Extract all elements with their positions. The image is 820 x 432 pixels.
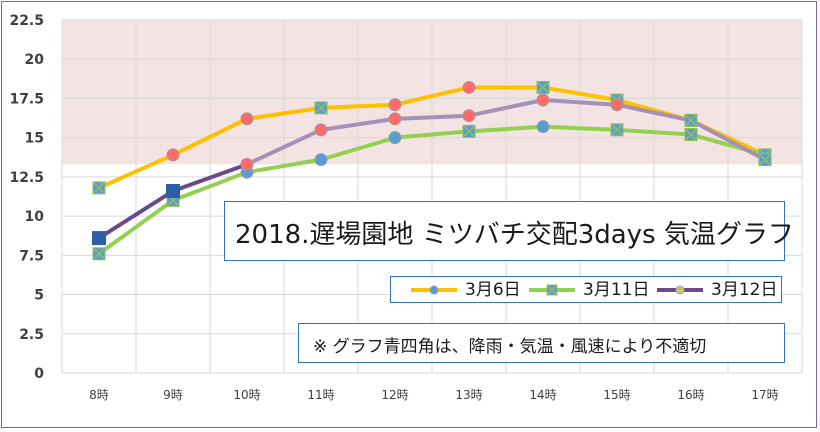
- series-line-2: [541, 98, 619, 107]
- x-tick-label: 15時: [603, 388, 630, 402]
- data-point-1: [462, 124, 476, 138]
- data-point-1: [388, 131, 402, 145]
- legend: 3月6日 3月11日 3月12日: [390, 276, 782, 303]
- data-point-2: [166, 184, 180, 199]
- series-line-1: [541, 124, 619, 132]
- data-point-1: [92, 247, 106, 261]
- series-line-2: [171, 162, 249, 194]
- data-point-1: [314, 153, 328, 167]
- data-point-0: [388, 98, 402, 112]
- data-point-0: [240, 112, 254, 126]
- legend-marker-dot: [429, 285, 439, 295]
- legend-marker-mar6: [411, 285, 457, 295]
- series-line-0: [541, 85, 619, 103]
- data-point-2: [240, 157, 254, 171]
- legend-marker-dot: [546, 284, 558, 296]
- x-tick-label: 13時: [455, 388, 482, 402]
- data-point-0: [462, 80, 476, 94]
- data-point-2: [462, 109, 476, 123]
- series-line-2: [97, 189, 175, 241]
- y-tick-label: 0: [34, 366, 44, 382]
- x-tick-label: 11時: [307, 388, 334, 402]
- y-tick-label: 12.5: [9, 170, 44, 186]
- series-line-1: [171, 170, 249, 203]
- y-tick-label: 20: [25, 52, 45, 68]
- series-line-2: [245, 127, 323, 167]
- legend-marker-mar12: [657, 285, 703, 295]
- data-point-0: [536, 80, 550, 94]
- x-tick-label: 12時: [381, 388, 408, 402]
- y-tick-label: 5: [34, 288, 44, 304]
- y-tick-label: 22.5: [9, 13, 44, 29]
- note-text: ※ グラフ青四角は、降雨・気温・風速により不適切: [313, 337, 707, 357]
- legend-marker-dot: [675, 285, 685, 295]
- legend-label-mar12: 3月12日: [711, 280, 778, 300]
- series-line-1: [467, 124, 545, 134]
- y-tick-label: 15: [25, 131, 44, 147]
- note-box: ※ グラフ青四角は、降雨・気温・風速により不適切: [298, 323, 785, 363]
- series-line-2: [689, 118, 767, 162]
- data-point-1: [684, 128, 698, 142]
- data-point-2: [758, 153, 772, 167]
- chart-title: 2018.遅場園地 ミツバチ交配3days 気温グラフ: [235, 220, 794, 250]
- data-point-2: [388, 112, 402, 126]
- y-tick-label: 2.5: [19, 327, 44, 343]
- series-line-1: [319, 135, 397, 162]
- series-line-0: [393, 85, 471, 107]
- x-tick-label: 17時: [751, 388, 778, 402]
- series-line-1: [393, 129, 471, 140]
- series-line-0: [171, 116, 249, 157]
- legend-label-mar11: 3月11日: [583, 280, 650, 300]
- y-tick-label: 10: [25, 209, 45, 225]
- chart-title-box: 2018.遅場園地 ミツバチ交配3days 気温グラフ: [224, 201, 794, 261]
- data-point-2: [314, 123, 328, 137]
- x-tick-label: 8時: [89, 388, 109, 402]
- data-point-2: [536, 93, 550, 107]
- legend-label-mar6: 3月6日: [465, 280, 521, 300]
- series-line-0: [245, 105, 323, 121]
- data-point-2: [684, 113, 698, 127]
- data-point-0: [92, 181, 106, 195]
- series-line-1: [245, 157, 323, 175]
- data-point-1: [610, 123, 624, 137]
- x-tick-label: 10時: [233, 388, 260, 402]
- data-point-0: [166, 148, 180, 162]
- x-tick-label: 16時: [677, 388, 704, 402]
- series-line-2: [319, 116, 397, 132]
- x-tick-label: 14時: [529, 388, 556, 402]
- series-line-0: [97, 152, 175, 190]
- series-line-2: [393, 113, 471, 121]
- series-line-1: [615, 127, 693, 137]
- series-line-2: [615, 102, 693, 123]
- y-tick-label: 17.5: [9, 91, 44, 107]
- data-point-2: [92, 231, 106, 246]
- data-point-2: [610, 98, 624, 112]
- series-line-0: [319, 102, 397, 110]
- legend-marker-mar11: [529, 284, 575, 296]
- data-point-0: [314, 101, 328, 115]
- data-point-1: [536, 120, 550, 134]
- series-line-2: [467, 98, 545, 118]
- x-tick-label: 9時: [163, 388, 183, 402]
- y-tick-label: 7.5: [19, 248, 44, 264]
- series-line-1: [97, 198, 175, 256]
